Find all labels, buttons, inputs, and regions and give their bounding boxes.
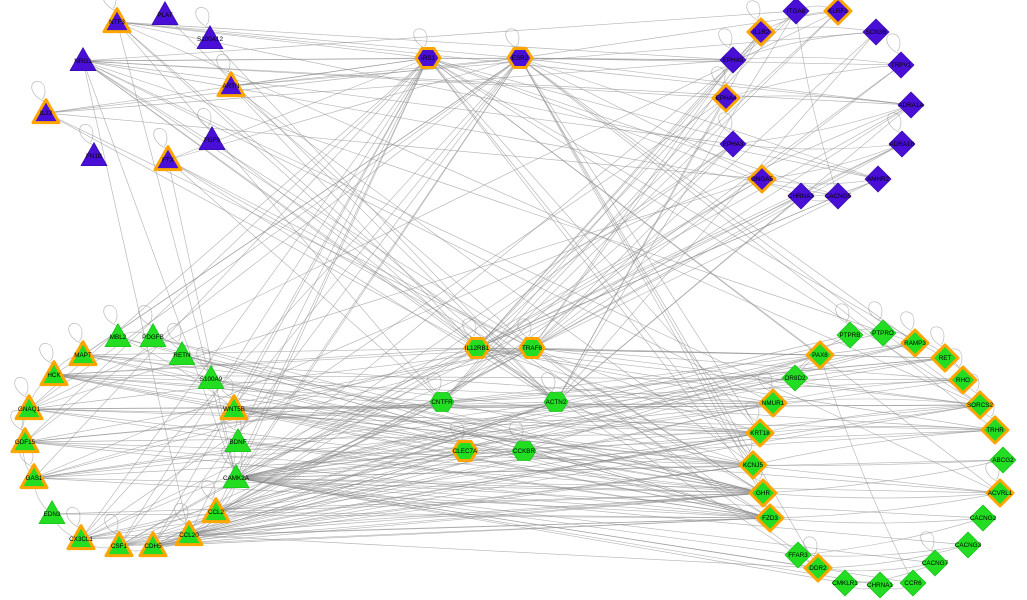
svg-text:CDH5: CDH5	[144, 543, 162, 550]
svg-text:CACNG5: CACNG5	[825, 193, 852, 200]
svg-text:BDNF: BDNF	[229, 439, 246, 446]
svg-text:IRS1: IRS1	[421, 55, 435, 62]
svg-text:HCK: HCK	[47, 372, 61, 379]
svg-text:PLAT: PLAT	[157, 12, 172, 19]
svg-text:GAS1: GAS1	[26, 475, 43, 482]
svg-text:GDF15: GDF15	[15, 439, 36, 446]
svg-text:WNT5B: WNT5B	[223, 406, 245, 413]
svg-text:TRHR: TRHR	[986, 427, 1004, 434]
svg-text:ITGA8: ITGA8	[787, 8, 806, 15]
svg-text:ADRA1B: ADRA1B	[889, 141, 914, 148]
svg-text:GNAQ1: GNAQ1	[18, 406, 41, 413]
svg-text:CACNG7: CACNG7	[922, 560, 949, 567]
svg-text:CCL20: CCL20	[179, 532, 199, 539]
svg-text:CHRNA3: CHRNA3	[788, 193, 814, 200]
svg-text:MBL2: MBL2	[110, 334, 127, 341]
svg-text:CNTFR: CNTFR	[431, 399, 453, 406]
svg-text:IL1R2: IL1R2	[753, 29, 770, 36]
svg-text:CX3CL1: CX3CL1	[69, 536, 93, 543]
svg-text:ACTN2: ACTN2	[546, 399, 567, 406]
svg-text:KRT18: KRT18	[750, 430, 770, 437]
svg-text:CACNG2: CACNG2	[970, 515, 997, 522]
svg-text:RET: RET	[939, 355, 952, 362]
svg-text:S100A12: S100A12	[197, 36, 223, 43]
svg-text:NRG1: NRG1	[74, 58, 92, 65]
svg-text:MAPT: MAPT	[74, 352, 92, 359]
svg-text:FZD3: FZD3	[762, 515, 778, 522]
svg-text:ARTN: ARTN	[222, 83, 239, 90]
svg-text:NTF3: NTF3	[109, 19, 125, 26]
svg-text:ACVRL1: ACVRL1	[988, 490, 1013, 497]
svg-text:EPHA3: EPHA3	[723, 141, 744, 148]
svg-text:EDN3: EDN3	[44, 511, 61, 518]
svg-text:IL23: IL23	[40, 110, 53, 117]
svg-text:IL12RB1: IL12RB1	[465, 345, 490, 352]
svg-text:S100A9: S100A9	[200, 376, 223, 383]
svg-text:TRPV1: TRPV1	[891, 62, 912, 69]
svg-text:CCL2: CCL2	[208, 509, 225, 516]
svg-text:CMKLR1: CMKLR1	[832, 580, 858, 587]
svg-text:CCR6: CCR6	[904, 580, 922, 587]
svg-text:DDR2: DDR2	[809, 565, 827, 572]
svg-text:ADRA1A: ADRA1A	[898, 102, 924, 109]
svg-text:NMUR1: NMUR1	[762, 400, 785, 407]
svg-text:FGF9: FGF9	[204, 137, 221, 144]
svg-text:PDGFB: PDGFB	[142, 334, 164, 341]
svg-text:TRAF6: TRAF6	[522, 345, 542, 352]
svg-text:CAMK2A: CAMK2A	[223, 475, 250, 482]
svg-text:GHR: GHR	[756, 490, 770, 497]
svg-text:CACNG3: CACNG3	[955, 542, 982, 549]
svg-text:OR8D2: OR8D2	[785, 375, 806, 382]
svg-text:ABCG2: ABCG2	[992, 457, 1014, 464]
svg-text:CCKBR: CCKBR	[513, 448, 535, 455]
svg-text:EPHA4: EPHA4	[716, 95, 737, 102]
svg-text:GNGA5: GNGA5	[751, 176, 774, 183]
svg-text:PTPRB: PTPRB	[840, 332, 861, 339]
svg-text:SORCS2: SORCS2	[967, 402, 993, 409]
svg-text:AMHR2: AMHR2	[867, 176, 890, 183]
svg-text:RAMP3: RAMP3	[904, 340, 926, 347]
svg-text:CSF1: CSF1	[111, 543, 128, 550]
svg-text:KCNJ5: KCNJ5	[743, 462, 763, 469]
svg-text:FFAR3: FFAR3	[788, 552, 808, 559]
svg-text:PTPRO: PTPRO	[872, 330, 894, 337]
svg-text:CLEC7A: CLEC7A	[453, 448, 478, 455]
svg-text:KLRF1: KLRF1	[828, 8, 848, 15]
svg-text:ESR2: ESR2	[512, 55, 529, 62]
svg-text:RHO: RHO	[956, 377, 970, 384]
svg-text:FN1B: FN1B	[86, 153, 102, 160]
svg-text:EPHA5: EPHA5	[723, 57, 744, 64]
svg-text:FTX: FTX	[162, 157, 175, 164]
svg-text:RETN: RETN	[173, 352, 191, 359]
svg-text:PAX8: PAX8	[812, 352, 828, 359]
svg-text:CHRNA1: CHRNA1	[867, 582, 893, 589]
svg-text:SCN3B: SCN3B	[866, 29, 887, 36]
